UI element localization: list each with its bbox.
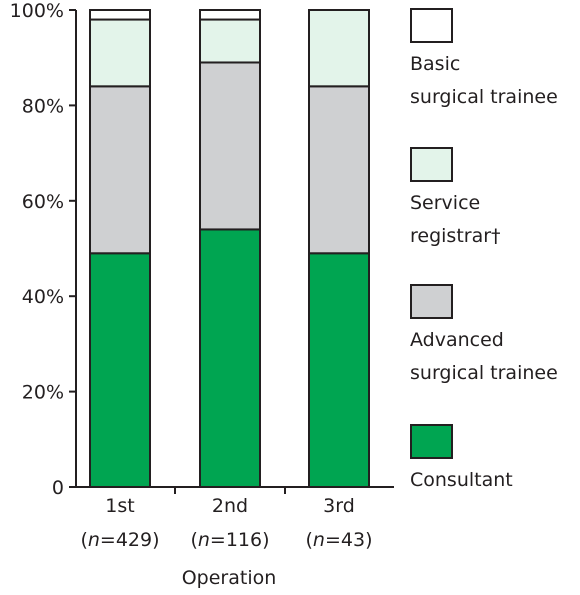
legend-item: Consultant: [410, 424, 513, 491]
x-category-label: 1st: [105, 495, 134, 517]
y-tick-label: 100%: [10, 0, 64, 22]
y-tick-label: 40%: [22, 286, 64, 308]
legend-label: Service: [410, 192, 480, 214]
legend-swatch: [410, 147, 453, 182]
legend-item: Advanced surgical trainee: [410, 284, 558, 384]
bar-segment-advanced-surgical-trainee: [199, 61, 261, 231]
bar-segment-consultant: [308, 252, 370, 488]
legend-label: registrar†: [410, 225, 501, 247]
bar-stack-3rd: [308, 9, 370, 488]
legend-swatch: [410, 424, 453, 459]
bar-segment-consultant: [199, 228, 261, 488]
y-tick-label: 0: [52, 477, 64, 499]
x-category-label: 3rd: [323, 495, 355, 517]
legend-swatch: [410, 8, 453, 43]
bar-segment-service-registrar: [199, 18, 261, 64]
y-tick-label: 60%: [22, 191, 64, 213]
legend-swatch: [410, 284, 453, 319]
bar-segment-consultant: [89, 252, 151, 488]
legend-label: surgical trainee: [410, 86, 558, 108]
y-tick-label: 20%: [22, 382, 64, 404]
bar-stack-1st: [89, 9, 151, 488]
x-category-n-label: (n=429): [80, 529, 159, 551]
x-category-label: 2nd: [212, 495, 248, 517]
legend-item: Basic surgical trainee: [410, 8, 558, 108]
bars: [89, 9, 370, 488]
legend-item: Service registrar†: [410, 147, 501, 247]
legend-label: Consultant: [410, 469, 513, 491]
bar-segment-advanced-surgical-trainee: [308, 85, 370, 255]
bar-segment-service-registrar: [308, 9, 370, 88]
bar-segment-basic-surgical-trainee: [199, 9, 261, 21]
x-axis-categories: 1st (n=429) 2nd (n=116) 3rd (n=43): [80, 495, 372, 551]
bar-segment-service-registrar: [89, 18, 151, 88]
x-category-n-label: (n=43): [306, 529, 373, 551]
legend-label: Basic: [410, 53, 460, 75]
bar-stack-2nd: [199, 9, 261, 488]
bar-segment-advanced-surgical-trainee: [89, 85, 151, 255]
legend-label: Advanced: [410, 329, 504, 351]
y-axis-ticks: 0 20% 40% 60% 80% 100%: [10, 0, 286, 499]
legend: Basic surgical trainee Service registrar† Ad…: [410, 8, 558, 491]
x-category-n-label: (n=116): [190, 529, 269, 551]
y-tick-label: 80%: [22, 95, 64, 117]
x-axis-label: Operation: [182, 567, 277, 589]
bar-segment-basic-surgical-trainee: [89, 9, 151, 21]
legend-label: surgical trainee: [410, 362, 558, 384]
